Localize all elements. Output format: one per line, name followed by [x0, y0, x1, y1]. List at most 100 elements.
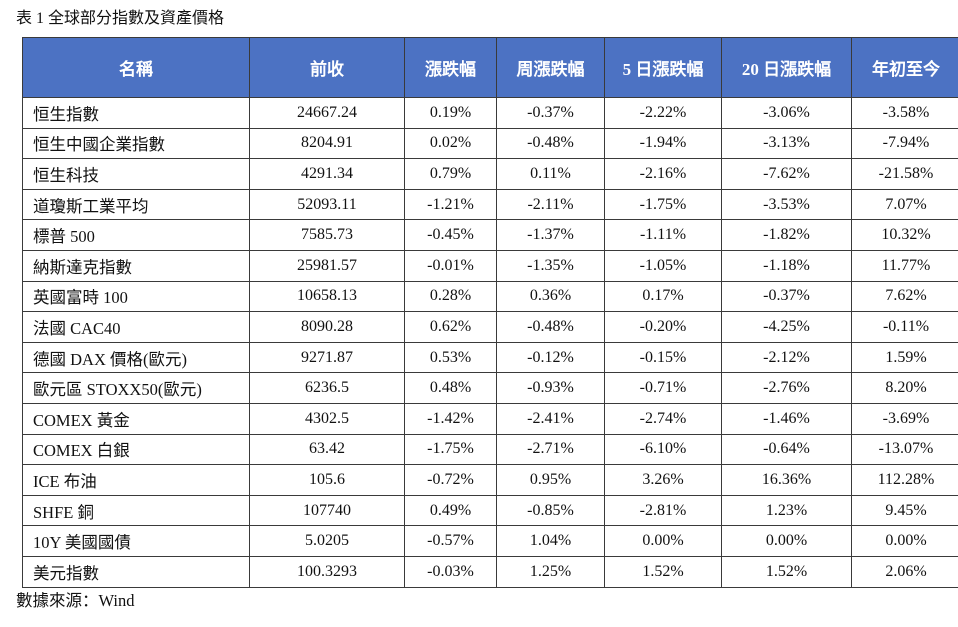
- cell-prev-close: 100.3293: [249, 555, 405, 588]
- cell-ytd: 8.20%: [851, 372, 958, 404]
- cell-name: ICE 布油: [22, 464, 250, 496]
- cell-5d-change: -0.20%: [604, 311, 722, 343]
- cell-20d-change: -2.76%: [721, 372, 852, 404]
- cell-20d-change: -3.06%: [721, 97, 852, 129]
- header-row: 名稱 前收 漲跌幅 周漲跌幅 5 日漲跌幅 20 日漲跌幅 年初至今: [22, 37, 958, 98]
- cell-change: 0.62%: [404, 311, 497, 343]
- cell-name: 10Y 美國國債: [22, 525, 250, 557]
- cell-20d-change: -4.25%: [721, 311, 852, 343]
- cell-prev-close: 105.6: [249, 464, 405, 496]
- cell-name: SHFE 銅: [22, 494, 250, 527]
- cell-prev-close: 9271.87: [249, 341, 405, 374]
- cell-ytd: 112.28%: [851, 464, 958, 496]
- cell-prev-close: 6236.5: [249, 372, 405, 404]
- cell-weekly-change: -1.35%: [496, 249, 605, 282]
- table-row: 道瓊斯工業平均 52093.11 -1.21% -2.11% -1.75% -3.53% 7…: [22, 188, 958, 221]
- cell-change: 0.19%: [404, 97, 497, 129]
- cell-change: -0.72%: [404, 464, 497, 496]
- cell-20d-change: -1.18%: [721, 249, 852, 282]
- cell-20d-change: 1.52%: [721, 555, 852, 588]
- cell-weekly-change: -2.11%: [496, 188, 605, 221]
- table-body: 恒生指數 24667.24 0.19% -0.37% -2.22% -3.06% -3.58…: [22, 97, 958, 588]
- cell-name: 德國 DAX 價格(歐元): [22, 341, 250, 374]
- cell-ytd: 7.07%: [851, 188, 958, 221]
- cell-weekly-change: 0.11%: [496, 158, 605, 190]
- cell-name: 恒生科技: [22, 158, 250, 190]
- cell-5d-change: 0.17%: [604, 280, 722, 313]
- cell-ytd: 10.32%: [851, 219, 958, 251]
- cell-prev-close: 4302.5: [249, 402, 405, 435]
- table-row: 納斯達克指數 25981.57 -0.01% -1.35% -1.05% -1.18% 11…: [22, 249, 958, 282]
- column-header-20d-change: 20 日漲跌幅: [721, 37, 852, 98]
- cell-5d-change: -2.22%: [604, 97, 722, 129]
- table-row: 德國 DAX 價格(歐元) 9271.87 0.53% -0.12% -0.15% -2.…: [22, 341, 958, 374]
- cell-ytd: 7.62%: [851, 280, 958, 313]
- cell-change: 0.53%: [404, 341, 497, 374]
- cell-weekly-change: -1.37%: [496, 219, 605, 251]
- data-source-note: 數據來源：Wind: [16, 591, 135, 610]
- column-header-weekly-change: 周漲跌幅: [496, 37, 605, 98]
- cell-20d-change: -3.13%: [721, 127, 852, 160]
- cell-prev-close: 4291.34: [249, 158, 405, 190]
- cell-name: 法國 CAC40: [22, 311, 250, 343]
- cell-ytd: 1.59%: [851, 341, 958, 374]
- cell-20d-change: 16.36%: [721, 464, 852, 496]
- table-row: 標普 500 7585.73 -0.45% -1.37% -1.11% -1.82% 10.…: [22, 219, 958, 251]
- cell-name: COMEX 黃金: [22, 402, 250, 435]
- cell-ytd: 2.06%: [851, 555, 958, 588]
- column-header-ytd: 年初至今: [851, 37, 958, 98]
- cell-ytd: 11.77%: [851, 249, 958, 282]
- cell-prev-close: 7585.73: [249, 219, 405, 251]
- cell-change: -1.75%: [404, 433, 497, 466]
- cell-ytd: -0.11%: [851, 311, 958, 343]
- cell-5d-change: -2.16%: [604, 158, 722, 190]
- cell-5d-change: -0.15%: [604, 341, 722, 374]
- cell-5d-change: -2.81%: [604, 494, 722, 527]
- cell-ytd: 9.45%: [851, 494, 958, 527]
- column-header-5d-change: 5 日漲跌幅: [604, 37, 722, 98]
- cell-change: 0.49%: [404, 494, 497, 527]
- cell-20d-change: -0.37%: [721, 280, 852, 313]
- cell-weekly-change: -2.41%: [496, 402, 605, 435]
- cell-prev-close: 10658.13: [249, 280, 405, 313]
- cell-change: 0.79%: [404, 158, 497, 190]
- cell-change: 0.02%: [404, 127, 497, 160]
- cell-change: -0.57%: [404, 525, 497, 557]
- cell-name: 美元指數: [22, 555, 250, 588]
- cell-change: 0.48%: [404, 372, 497, 404]
- table-caption: 表 1 全球部分指數及資產價格: [16, 10, 225, 27]
- cell-weekly-change: -0.48%: [496, 127, 605, 160]
- cell-weekly-change: -0.12%: [496, 341, 605, 374]
- cell-5d-change: -1.05%: [604, 249, 722, 282]
- cell-5d-change: 0.00%: [604, 525, 722, 557]
- cell-20d-change: -3.53%: [721, 188, 852, 221]
- table-row: SHFE 銅 107740 0.49% -0.85% -2.81% 1.23% 9.45%: [22, 494, 958, 527]
- cell-20d-change: -7.62%: [721, 158, 852, 190]
- cell-weekly-change: 1.04%: [496, 525, 605, 557]
- cell-weekly-change: -2.71%: [496, 433, 605, 466]
- cell-prev-close: 107740: [249, 494, 405, 527]
- cell-change: 0.28%: [404, 280, 497, 313]
- cell-ytd: -21.58%: [851, 158, 958, 190]
- cell-5d-change: -6.10%: [604, 433, 722, 466]
- cell-5d-change: 3.26%: [604, 464, 722, 496]
- cell-ytd: -3.69%: [851, 402, 958, 435]
- cell-ytd: -13.07%: [851, 433, 958, 466]
- cell-5d-change: 1.52%: [604, 555, 722, 588]
- cell-5d-change: -2.74%: [604, 402, 722, 435]
- cell-ytd: -7.94%: [851, 127, 958, 160]
- cell-5d-change: -1.94%: [604, 127, 722, 160]
- table-row: 10Y 美國國債 5.0205 -0.57% 1.04% 0.00% 0.00% 0.00%: [22, 525, 958, 557]
- cell-20d-change: -1.82%: [721, 219, 852, 251]
- table-row: 歐元區 STOXX50(歐元) 6236.5 0.48% -0.93% -0.71% -2…: [22, 372, 958, 404]
- cell-weekly-change: -0.93%: [496, 372, 605, 404]
- cell-weekly-change: -0.37%: [496, 97, 605, 129]
- table-row: COMEX 黃金 4302.5 -1.42% -2.41% -2.74% -1.46% -3…: [22, 402, 958, 435]
- table-row: 恒生科技 4291.34 0.79% 0.11% -2.16% -7.62% -21.58%: [22, 158, 958, 190]
- cell-20d-change: 1.23%: [721, 494, 852, 527]
- cell-weekly-change: 1.25%: [496, 555, 605, 588]
- column-header-change: 漲跌幅: [404, 37, 497, 98]
- cell-change: -1.21%: [404, 188, 497, 221]
- cell-ytd: 0.00%: [851, 525, 958, 557]
- cell-5d-change: -0.71%: [604, 372, 722, 404]
